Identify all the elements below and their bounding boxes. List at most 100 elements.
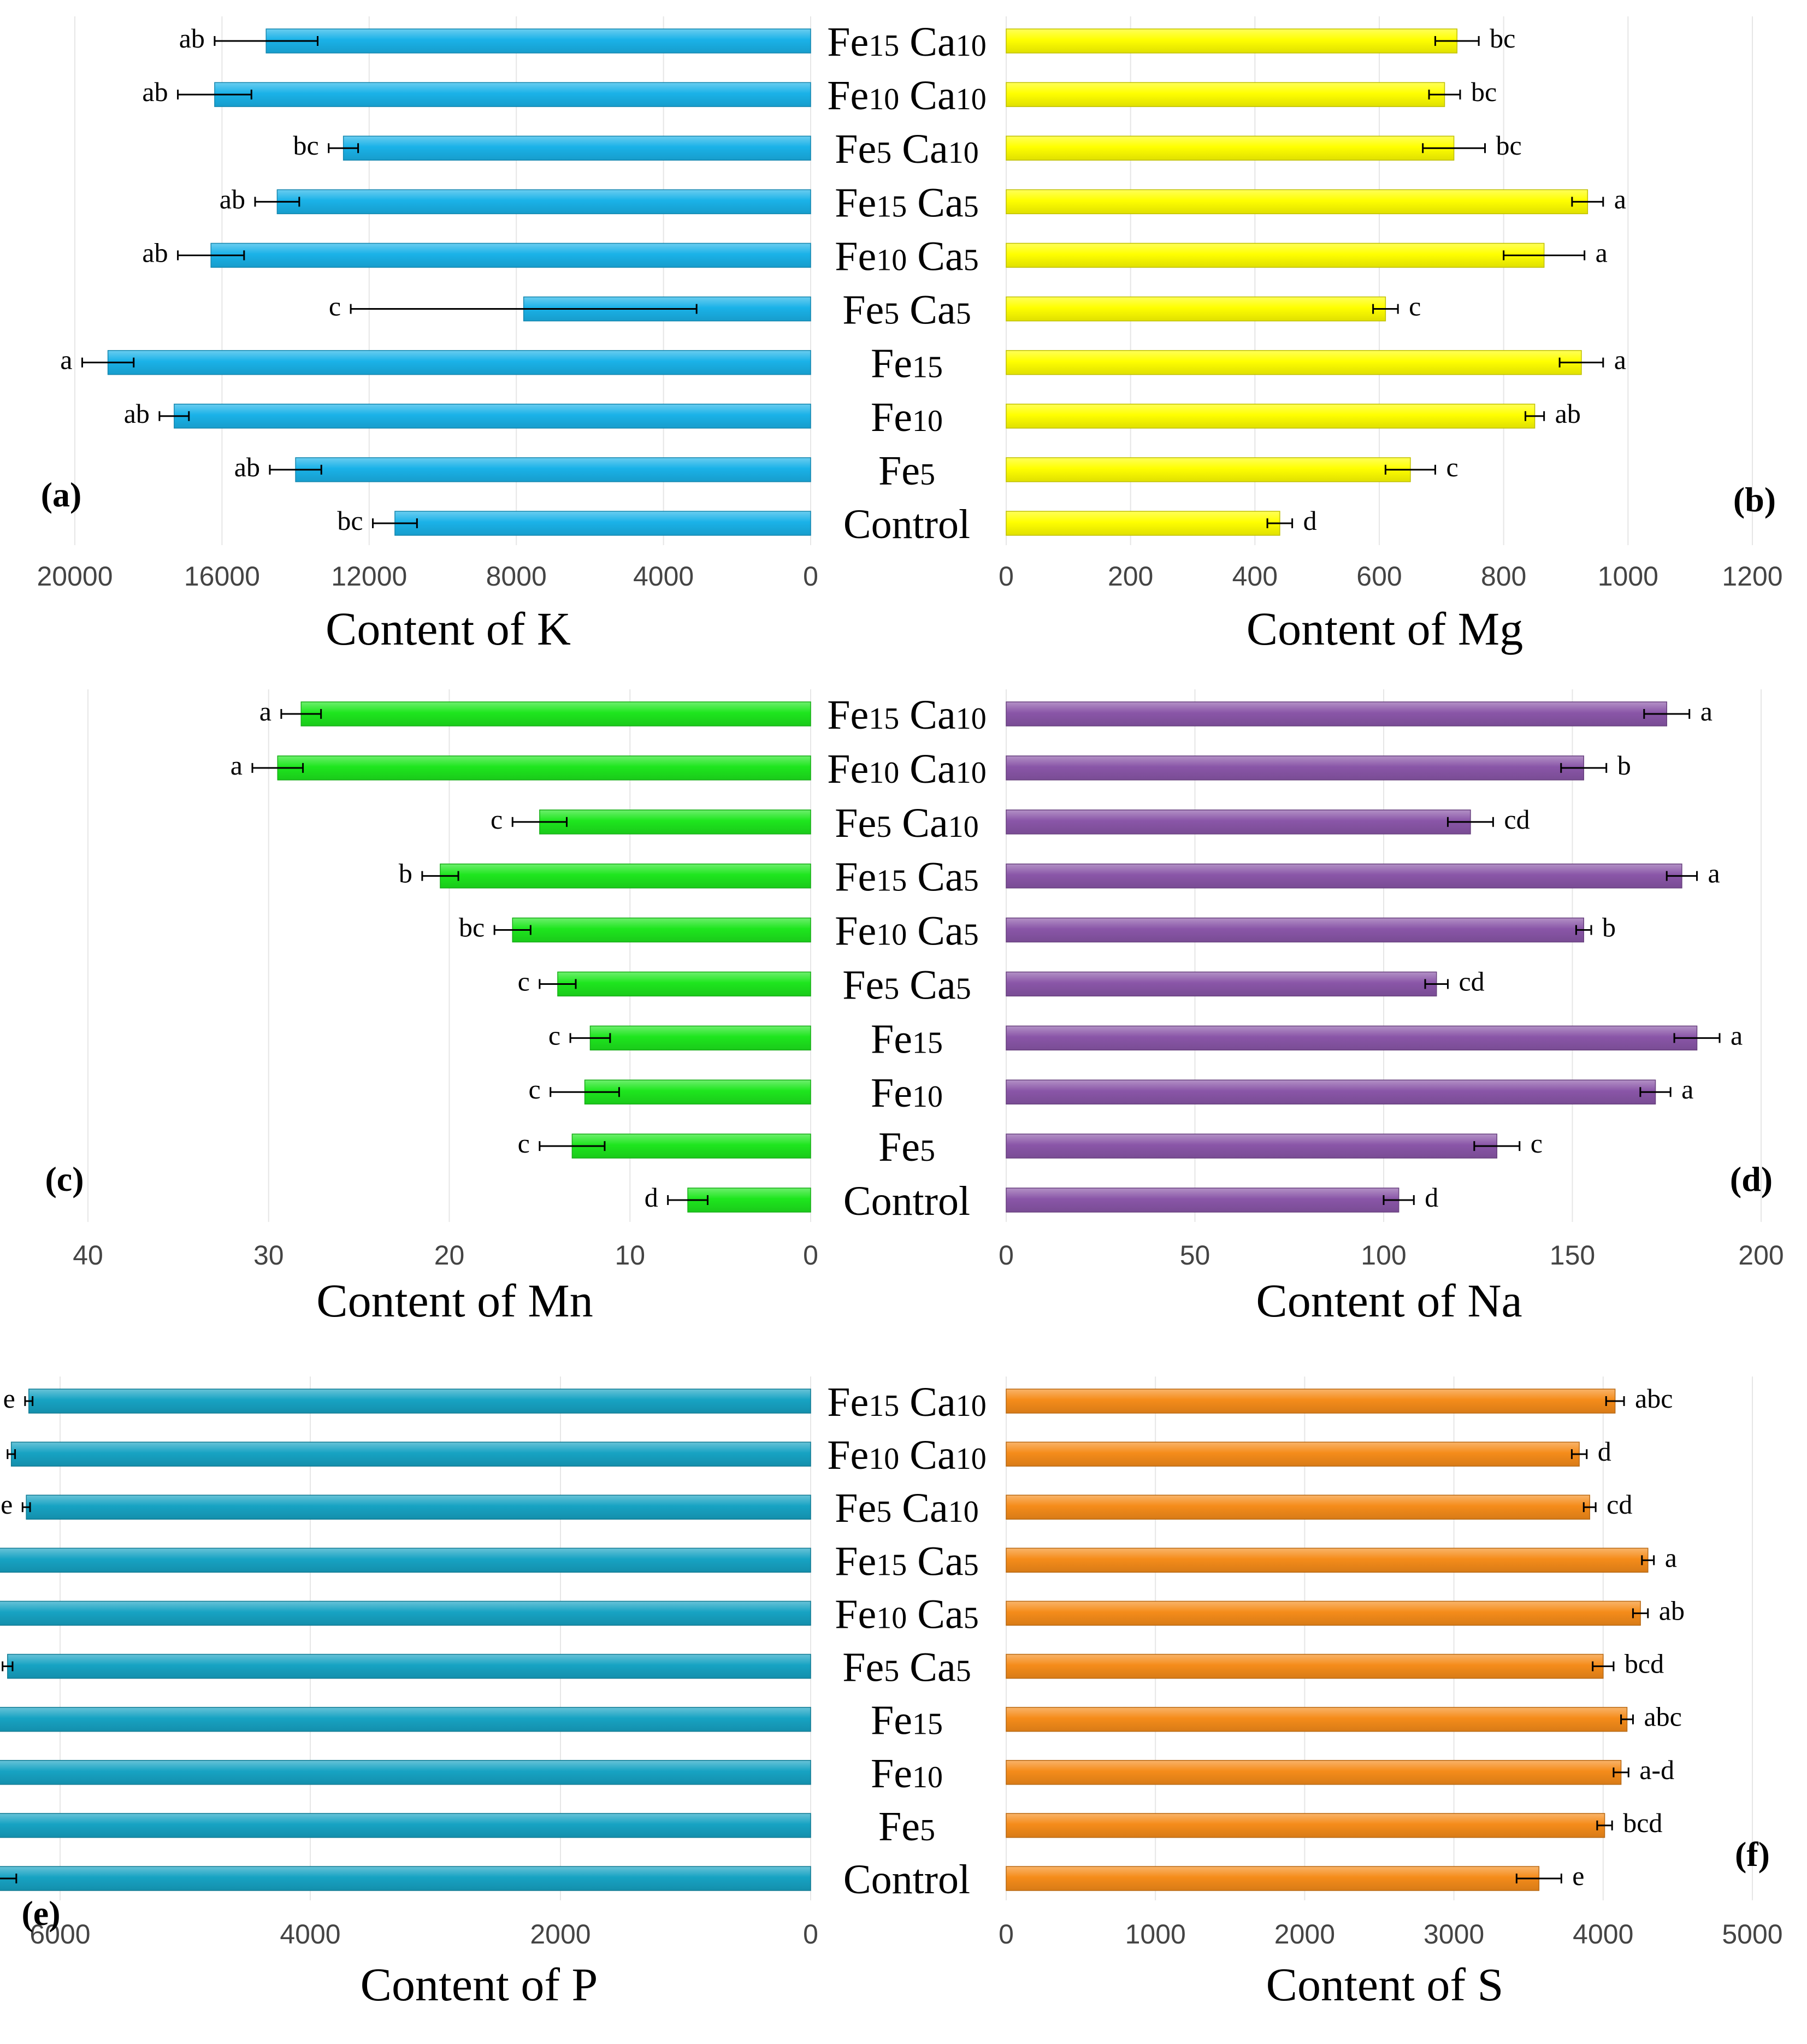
significance-letter: d	[1425, 1182, 1438, 1213]
significance-letter: ab	[234, 452, 260, 482]
significance-letter: bc	[1490, 23, 1515, 54]
significance-letter: bc	[1496, 130, 1522, 161]
significance-letter: bc	[337, 505, 363, 536]
significance-letter: a	[1596, 237, 1608, 268]
x-axis-title: Content of Mg	[1247, 602, 1523, 655]
x-tick-label: 2000	[530, 1919, 590, 1950]
significance-letter: bc	[1471, 76, 1497, 107]
x-tick-label: 150	[1550, 1240, 1595, 1271]
category-label: Fe5 Ca5	[842, 287, 971, 333]
x-axis-title: Content of P	[361, 1958, 598, 2011]
bar-mn	[589, 1025, 811, 1051]
significance-letter: a	[1731, 1020, 1743, 1050]
bar-na	[1006, 1079, 1656, 1104]
significance-letter: ab	[220, 184, 245, 214]
significance-letter: a	[1708, 858, 1720, 889]
x-tick-label: 4000	[1573, 1919, 1633, 1950]
bar-mn	[300, 701, 811, 726]
bar-na	[1006, 863, 1682, 889]
category-label: Fe5 Ca10	[835, 800, 978, 846]
x-tick-label: 1200	[1722, 561, 1782, 592]
significance-letter: c	[491, 804, 503, 835]
bar-mn	[277, 755, 811, 781]
bar-p	[0, 1813, 811, 1838]
significance-letter: b	[1602, 912, 1616, 943]
category-label: Fe15 Ca5	[835, 180, 978, 226]
panel-label: (f)	[1735, 1835, 1770, 1874]
bar-mg	[1006, 28, 1458, 54]
category-label: Fe15	[871, 1016, 943, 1062]
x-tick-label: 200	[1738, 1240, 1784, 1271]
bar-k	[265, 28, 811, 54]
bar-mn	[584, 1079, 811, 1104]
bar-na	[1006, 1133, 1498, 1159]
x-tick-label: 30	[253, 1240, 284, 1271]
x-tick-label: 20	[434, 1240, 465, 1271]
x-tick-label: 800	[1481, 561, 1526, 592]
significance-letter: a	[259, 696, 271, 726]
significance-letter: cd	[1458, 966, 1484, 996]
significance-letter: cd	[1504, 804, 1530, 835]
significance-letter: a	[60, 345, 72, 375]
bar-na	[1006, 971, 1437, 997]
bar-k	[276, 189, 811, 215]
x-tick-label: 0	[803, 1919, 818, 1950]
category-label: Fe15 Ca10	[827, 19, 986, 65]
significance-letter: a	[231, 750, 243, 781]
bar-k	[174, 404, 811, 429]
x-tick-label: 3000	[1424, 1919, 1484, 1950]
bar-k	[210, 243, 811, 268]
significance-letter: a	[1681, 1074, 1693, 1104]
bar-s	[1006, 1389, 1616, 1414]
category-label: Control	[843, 501, 970, 547]
significance-letter: ab	[124, 398, 150, 429]
bar-s	[1006, 1600, 1641, 1626]
x-tick-label: 50	[1180, 1240, 1210, 1271]
panel-label: (b)	[1733, 480, 1776, 519]
category-label: Fe10 Ca10	[827, 1432, 986, 1478]
significance-letter: c	[529, 1074, 541, 1104]
category-label: Fe10 Ca5	[835, 908, 978, 954]
bar-na	[1006, 1025, 1698, 1051]
x-tick-label: 200	[1108, 561, 1153, 592]
bar-na	[1006, 917, 1584, 943]
bar-mn	[557, 971, 811, 997]
bar-p	[0, 1706, 811, 1732]
significance-letter: abc	[1644, 1702, 1681, 1732]
bar-mn	[539, 810, 811, 835]
panel-label: (d)	[1730, 1160, 1773, 1198]
x-tick-label: 40	[73, 1240, 103, 1271]
bar-s	[1006, 1813, 1605, 1838]
significance-letter: a	[1614, 184, 1626, 214]
significance-letter: ab	[142, 76, 168, 107]
x-tick-label: 400	[1232, 561, 1278, 592]
category-label: Control	[843, 1857, 970, 1903]
bar-p	[10, 1442, 811, 1467]
bar-p	[0, 1600, 811, 1626]
significance-letter: e	[3, 1383, 15, 1414]
x-tick-label: 5000	[1722, 1919, 1782, 1950]
panel-label: (e)	[21, 1894, 60, 1933]
x-tick-label: 2000	[1274, 1919, 1335, 1950]
significance-letter: c	[518, 966, 530, 996]
x-tick-label: 0	[999, 1240, 1014, 1271]
x-tick-label: 600	[1356, 561, 1402, 592]
category-label: Fe5 Ca10	[835, 1485, 978, 1531]
category-label: Control	[843, 1178, 970, 1224]
significance-letter: a	[1614, 345, 1626, 375]
bar-p	[26, 1494, 811, 1520]
panel-label: (c)	[45, 1160, 84, 1198]
significance-letter: d	[645, 1182, 658, 1213]
bar-mg	[1006, 135, 1455, 161]
significance-letter: bcd	[1625, 1649, 1664, 1679]
significance-letter: abc	[1635, 1383, 1673, 1414]
significance-letter: a-d	[1639, 1754, 1674, 1785]
bar-s	[1006, 1547, 1649, 1573]
bar-mn	[512, 917, 811, 943]
category-label: Fe5 Ca5	[842, 962, 971, 1008]
x-tick-label: 0	[803, 1240, 818, 1271]
